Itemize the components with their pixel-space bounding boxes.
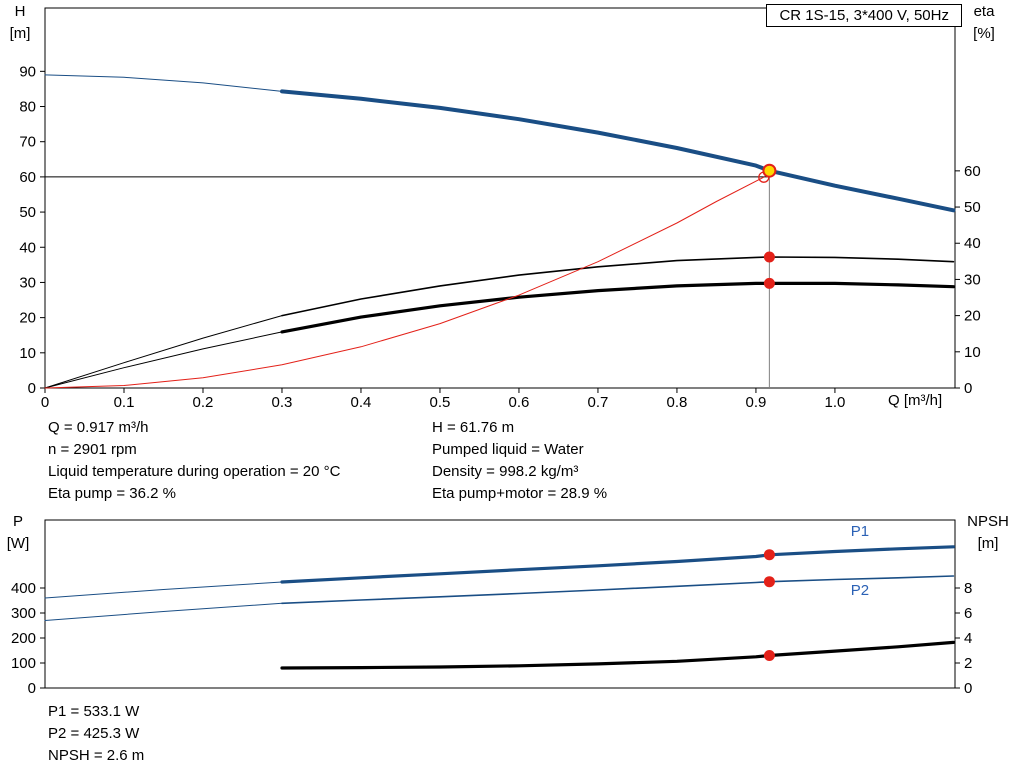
left-axis-tick-label: 40 — [19, 239, 36, 256]
series-npsh-curve — [280, 640, 956, 670]
left-axis-unit: [m] — [10, 25, 31, 42]
info-head: H = 61.76 m — [432, 419, 515, 436]
left-axis-tick-label: 200 — [11, 630, 36, 647]
pump-model-title: CR 1S-15, 3*400 V, 50Hz — [766, 4, 962, 27]
right-axis-tick-label: 40 — [964, 235, 981, 252]
right-axis-tick-label: 10 — [964, 344, 981, 361]
x-axis-tick-label: 0.8 — [667, 394, 688, 411]
duty-point-head[interactable] — [762, 163, 777, 178]
operating-point-info-right: H = 61.76 m Pumped liquid = Water Densit… — [432, 417, 607, 505]
left-axis-tick-label: 10 — [19, 345, 36, 362]
right-axis-tick-label: 0 — [964, 680, 972, 697]
x-axis-title: Q [m³/h] — [888, 392, 942, 409]
x-axis-tick-label: 0.1 — [114, 394, 135, 411]
info-density: Density = 998.2 kg/m³ — [432, 463, 579, 480]
series-eta-pump-curve — [281, 256, 955, 317]
duty-point-eta-pump — [763, 251, 775, 263]
left-axis-tick-label: 0 — [28, 680, 36, 697]
right-axis-tick-label: 8 — [964, 580, 972, 597]
x-axis-tick-label: 0.3 — [272, 394, 293, 411]
info-npsh: NPSH = 2.6 m — [48, 747, 145, 764]
right-axis-tick-label: 2 — [964, 655, 972, 672]
series-eta-pump-motor-extension — [44, 331, 283, 389]
right-axis-title: eta — [974, 3, 996, 20]
left-axis-tick-label: 70 — [19, 134, 36, 151]
duty-point-npsh — [763, 650, 775, 661]
info-speed: n = 2901 rpm — [48, 441, 137, 458]
series-eta-pump-motor-curve — [280, 281, 956, 334]
left-axis-tick-label: 60 — [19, 169, 36, 186]
info-p1: P1 = 533.1 W — [48, 703, 140, 720]
left-axis-tick-label: 400 — [11, 580, 36, 597]
series-head-curve-extension — [44, 74, 283, 92]
left-axis-tick-label: 20 — [19, 310, 36, 327]
duty-point-p2 — [763, 576, 775, 588]
right-axis-unit: [%] — [973, 25, 995, 42]
series-eta-pump-extension — [44, 315, 283, 389]
x-axis-tick-label: 0.7 — [588, 394, 609, 411]
left-axis-title: H — [15, 3, 26, 20]
series-p2-curve — [281, 575, 955, 605]
info-pumped-liquid: Pumped liquid = Water — [432, 441, 584, 458]
info-eta-pump-motor: Eta pump+motor = 28.9 % — [432, 485, 608, 502]
left-axis-tick-label: 100 — [11, 655, 36, 672]
info-p2: P2 = 425.3 W — [48, 725, 140, 742]
series-label-p2: P2 — [851, 582, 869, 599]
right-axis-tick-label: 4 — [964, 630, 972, 647]
right-axis-tick-label: 30 — [964, 271, 981, 288]
duty-point-eta-pump-motor — [763, 277, 775, 289]
series-label-p1: P1 — [851, 523, 869, 540]
series-system-curve — [44, 176, 765, 389]
left-axis-tick-label: 50 — [19, 204, 36, 221]
left-axis-tick-label: 0 — [28, 380, 36, 397]
right-axis-tick-label: 0 — [964, 380, 972, 397]
series-p1-curve — [280, 545, 956, 584]
left-axis-tick-label: 300 — [11, 605, 36, 622]
x-axis-tick-label: 0.5 — [430, 394, 451, 411]
right-axis-tick-label: 60 — [964, 163, 981, 180]
info-eta-pump: Eta pump = 36.2 % — [48, 485, 176, 502]
left-axis-unit: [W] — [7, 535, 30, 552]
x-axis-tick-label: 0 — [41, 394, 49, 411]
left-axis-tick-label: 30 — [19, 274, 36, 291]
series-p1-curve-extension — [44, 581, 283, 599]
plot-frame — [44, 519, 956, 689]
right-axis-tick-label: 6 — [964, 605, 972, 622]
duty-point-p1 — [763, 549, 775, 561]
power-npsh-info: P1 = 533.1 W P2 = 425.3 W NPSH = 2.6 m — [48, 701, 144, 767]
x-axis-tick-label: 0.2 — [193, 394, 214, 411]
series-head-curve — [280, 89, 956, 213]
info-flow: Q = 0.917 m³/h — [48, 419, 149, 436]
series-p2-curve-extension — [44, 602, 283, 621]
right-axis-title: NPSH — [967, 513, 1009, 530]
right-axis-tick-label: 20 — [964, 308, 981, 325]
power-npsh-chart: 0 100 200 300 400 0 2 4 6 8 P [W] NPSH [m] P1 P2 — [7, 513, 1009, 697]
left-axis-title: P — [13, 513, 23, 530]
right-axis-unit: [m] — [978, 535, 999, 552]
head-eta-chart: 0 10 20 30 40 50 60 70 80 90 0 10 20 30 40 50 60 0 0.1 0.2 0… — [10, 3, 996, 411]
right-axis-tick-label: 50 — [964, 199, 981, 216]
x-axis-tick-label: 0.9 — [746, 394, 767, 411]
left-axis-tick-label: 90 — [19, 63, 36, 80]
info-liquid-temperature: Liquid temperature during operation = 20… — [48, 463, 341, 480]
operating-point-info-left: Q = 0.917 m³/h n = 2901 rpm Liquid tempe… — [48, 417, 340, 505]
x-axis-tick-label: 0.4 — [351, 394, 372, 411]
plot-frame — [44, 7, 956, 389]
x-axis-tick-label: 1.0 — [825, 394, 846, 411]
x-axis-tick-label: 0.6 — [509, 394, 530, 411]
left-axis-tick-label: 80 — [19, 99, 36, 116]
